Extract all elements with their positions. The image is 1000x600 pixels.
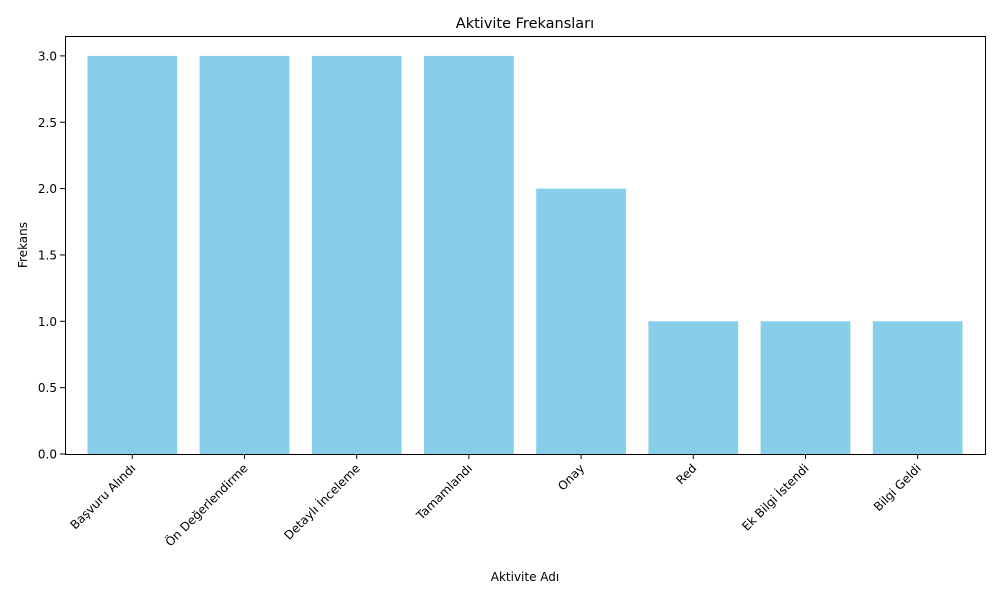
bar: [199, 55, 290, 455]
x-tick-label: Bilgi Geldi: [871, 461, 924, 514]
y-tick-label: 2.0: [38, 182, 57, 196]
bar: [87, 55, 178, 455]
y-tick-label: 1.0: [38, 315, 57, 329]
y-tick-label: 1.5: [38, 248, 57, 262]
x-tick-label: Tamamlandı: [413, 461, 475, 523]
y-axis-title: Frekans: [16, 222, 30, 268]
x-axis-ticks: Başvuru Alındı Ön Değerlendirme Detaylı İn…: [67, 454, 924, 549]
y-axis-ticks: 0.0 0.5 1.0 1.5 2.0 2.5 3.0: [38, 49, 65, 462]
bar: [648, 321, 739, 454]
x-tick-label: Red: [673, 461, 699, 487]
bars-group: [87, 55, 963, 455]
x-tick-label: Ön Değerlendirme: [161, 460, 250, 549]
y-tick-label: 2.5: [38, 116, 57, 130]
bar: [536, 188, 626, 454]
x-axis-title: Aktivite Adı: [491, 570, 559, 584]
plot-frame: [65, 36, 986, 455]
bar: [424, 55, 514, 455]
y-tick-label: 0.5: [38, 381, 57, 395]
bar: [872, 321, 963, 454]
x-tick-label: Başvuru Alındı: [67, 461, 138, 532]
bar: [311, 55, 402, 455]
chart-title: Aktivite Frekansları: [456, 16, 594, 32]
y-tick-label: 3.0: [38, 49, 57, 63]
x-tick-label: Onay: [555, 461, 587, 493]
bar: [760, 321, 851, 454]
y-tick-label: 0.0: [38, 448, 57, 462]
x-tick-label: Detaylı İnceleme: [281, 461, 363, 543]
x-tick-label: Ek Bilgi İstendi: [738, 461, 811, 534]
